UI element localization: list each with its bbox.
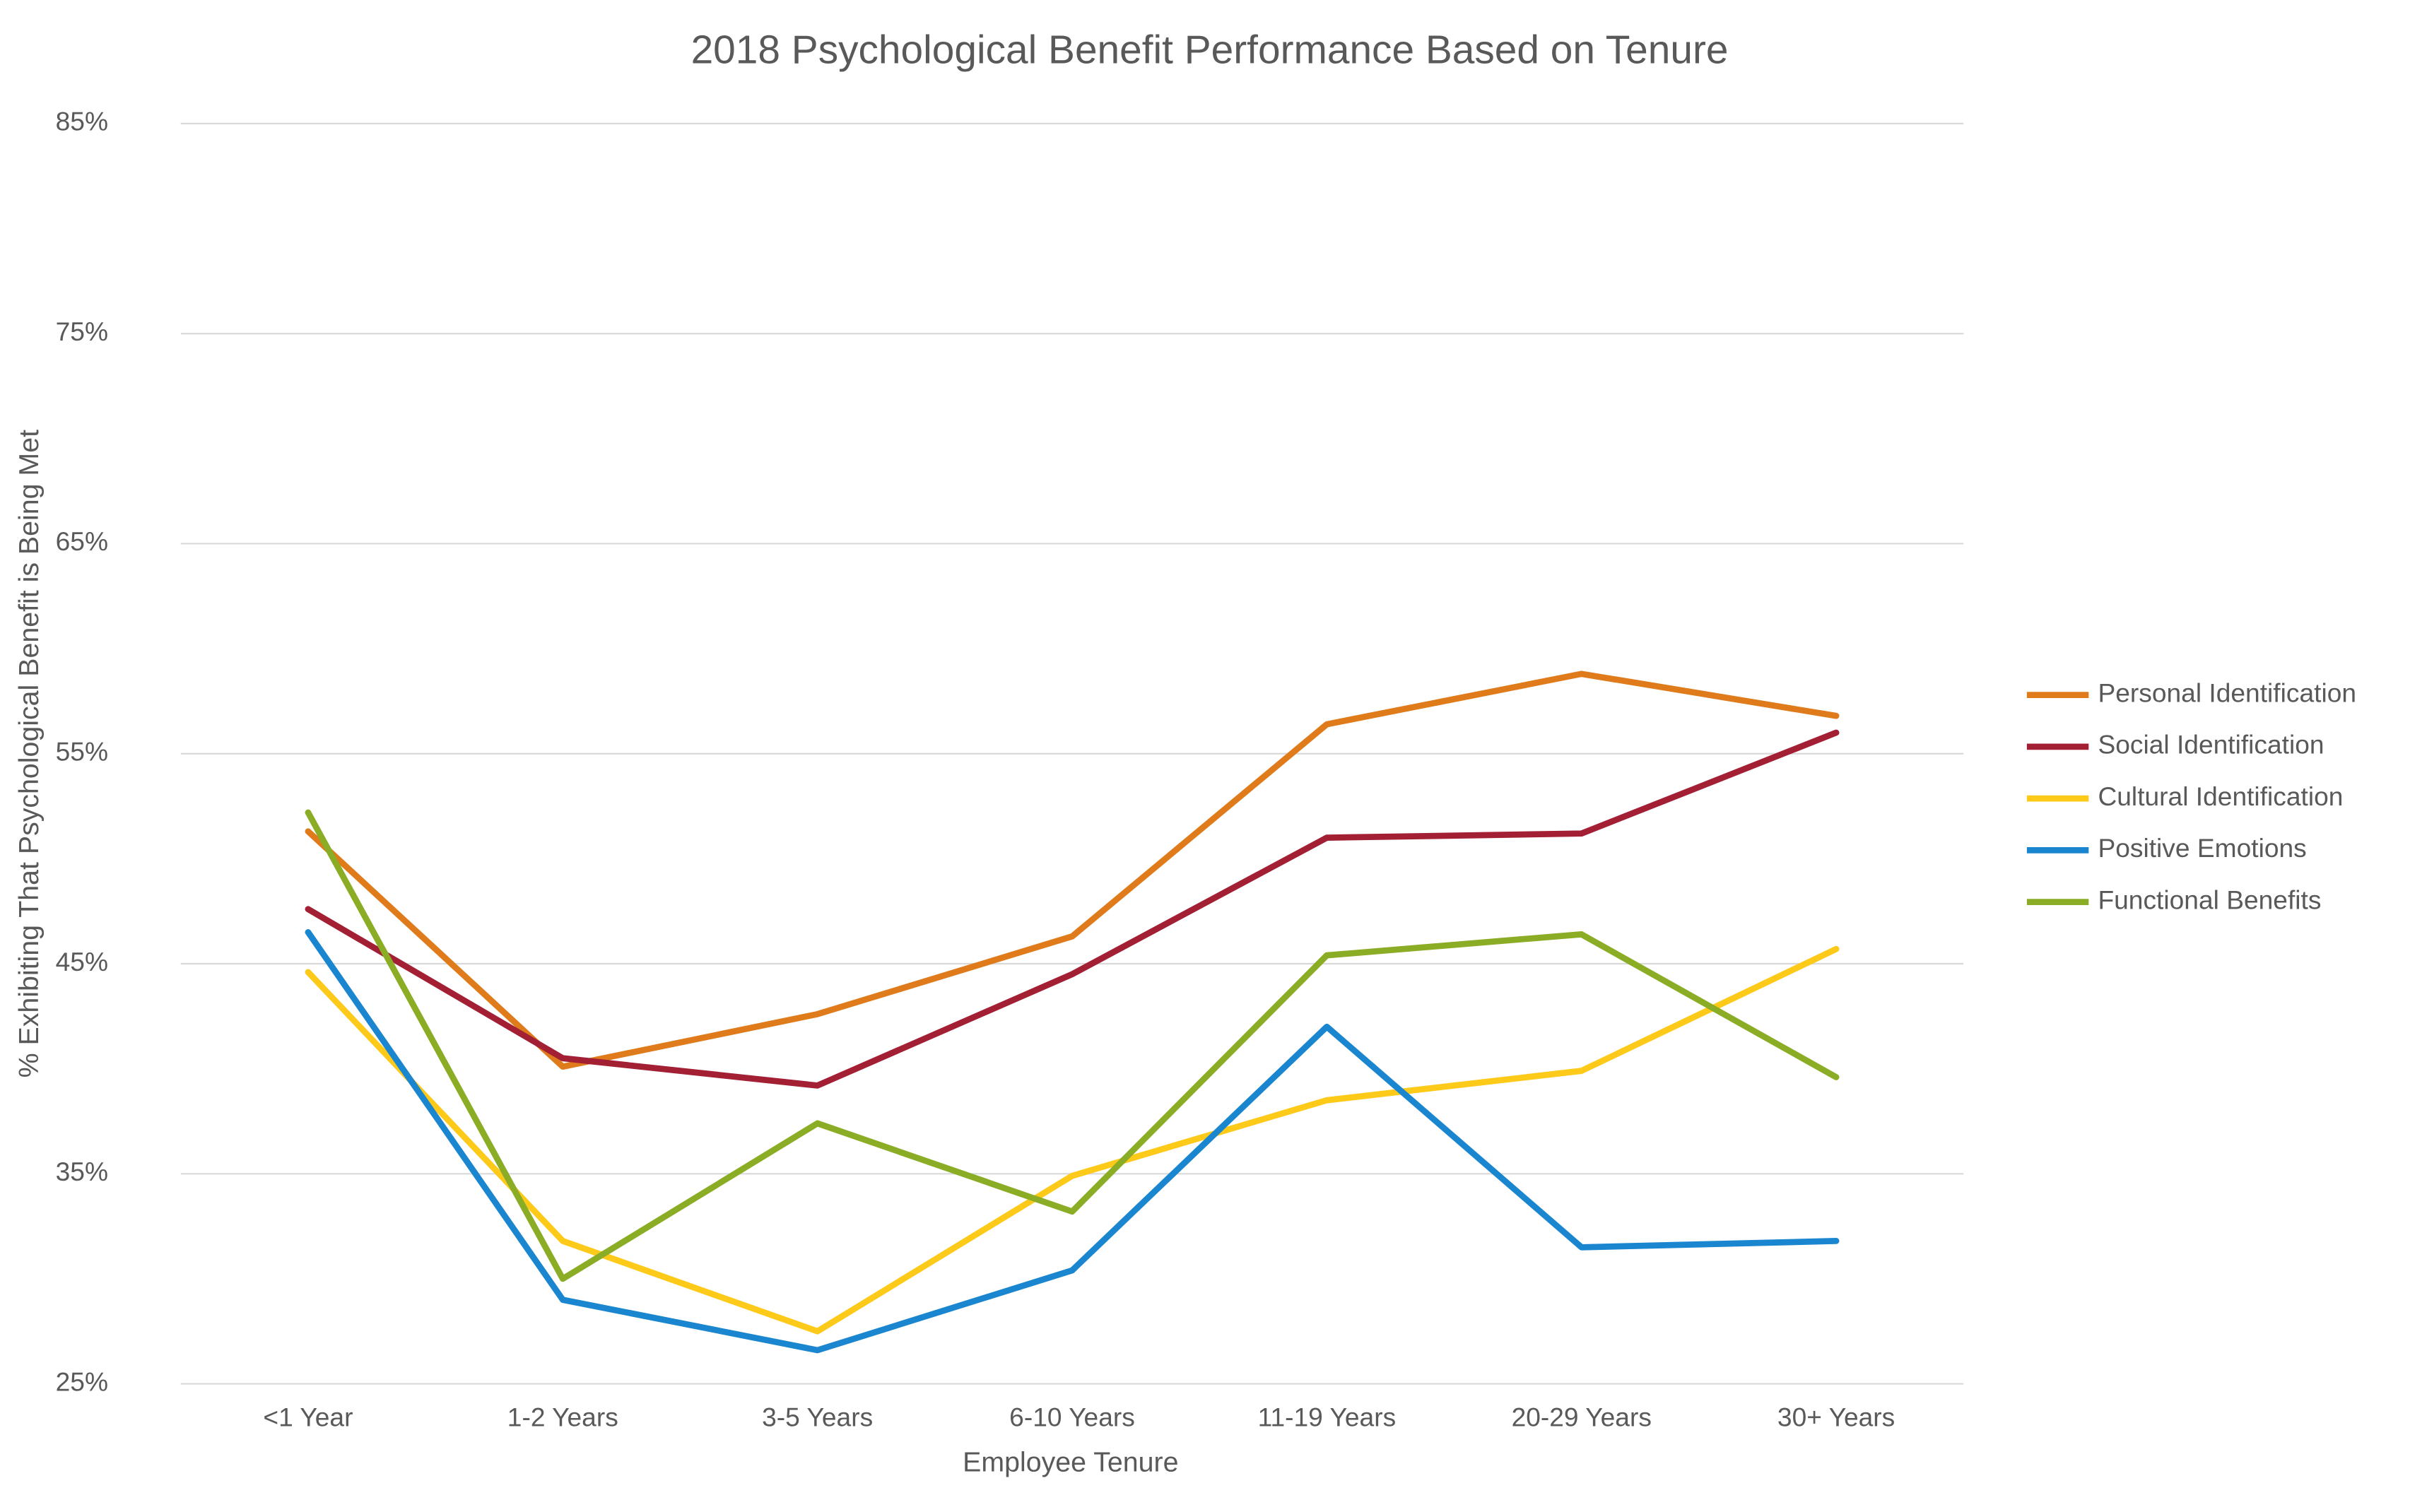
x-tick-label: 1-2 Years <box>507 1402 618 1432</box>
x-axis-label: Employee Tenure <box>963 1447 1178 1478</box>
y-tick-label: 85% <box>56 107 108 136</box>
legend-label: Functional Benefits <box>2098 885 2321 914</box>
x-tick-label: 30+ Years <box>1777 1402 1895 1432</box>
y-axis-label: % Exhibiting That Psychological Benefit … <box>13 430 45 1077</box>
legend-label: Social Identification <box>2098 730 2324 760</box>
x-tick-label: 20-29 Years <box>1512 1402 1652 1432</box>
y-tick-label: 45% <box>56 947 108 976</box>
y-tick-label: 55% <box>56 737 108 767</box>
series-line <box>305 929 1840 1354</box>
y-tick-label: 25% <box>56 1366 108 1396</box>
x-tick-label: 3-5 Years <box>762 1402 873 1432</box>
x-tick-label: 11-19 Years <box>1258 1402 1397 1432</box>
x-tick-label: 6-10 Years <box>1009 1402 1135 1432</box>
y-tick-label: 75% <box>56 317 108 346</box>
legend-label: Positive Emotions <box>2098 833 2306 863</box>
series-line <box>305 729 1840 1089</box>
y-tick-label: 35% <box>56 1157 108 1186</box>
chart-title: 2018 Psychological Benefit Performance B… <box>691 28 1729 72</box>
legend-label: Cultural Identification <box>2098 781 2343 811</box>
y-tick-label: 65% <box>56 526 108 556</box>
legend-label: Personal Identification <box>2098 678 2356 707</box>
series-line <box>305 945 1840 1335</box>
series-line <box>305 671 1840 1070</box>
series-line <box>305 809 1840 1282</box>
x-tick-label: <1 Year <box>263 1402 353 1432</box>
